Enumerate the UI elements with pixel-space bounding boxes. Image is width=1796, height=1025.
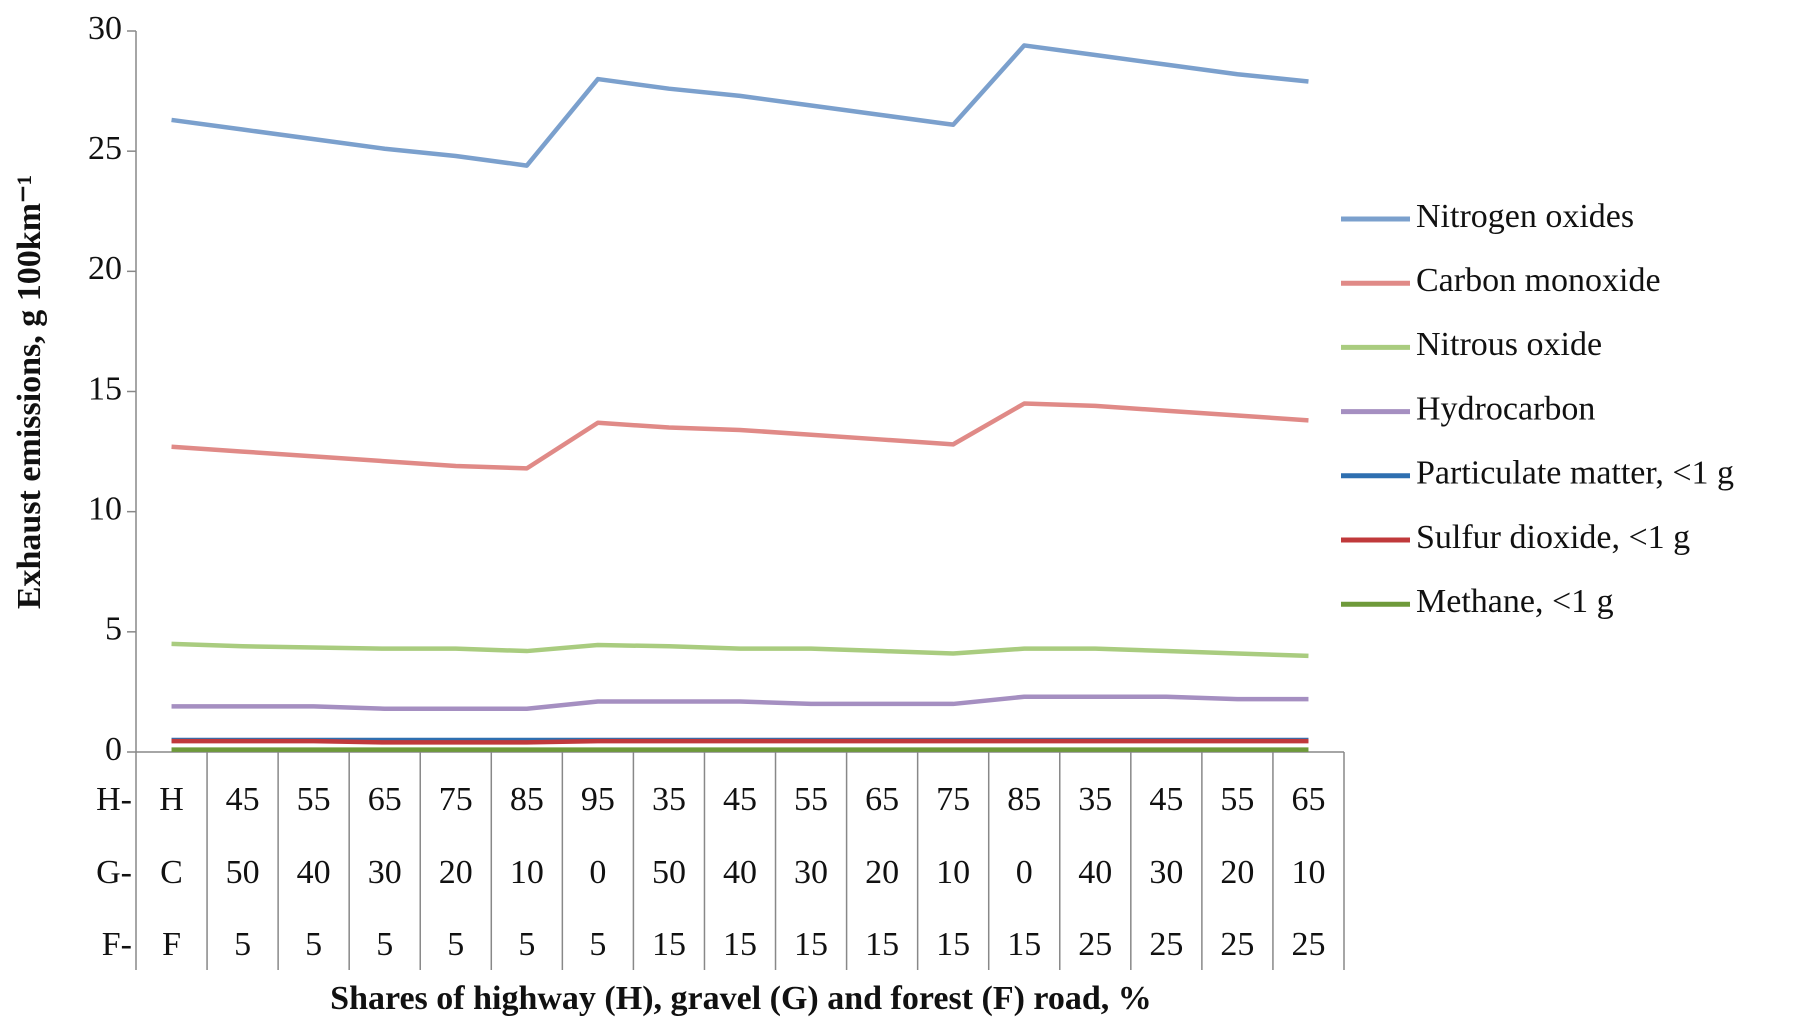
x-tick-label: 35 bbox=[1078, 781, 1112, 818]
x-tick-label: 10 bbox=[1291, 854, 1325, 891]
x-tick-label: C bbox=[160, 854, 183, 891]
x-tick-label: 25 bbox=[1149, 926, 1183, 963]
x-tick-label: 30 bbox=[368, 854, 402, 891]
series-line bbox=[171, 738, 1309, 745]
x-tick-label: 5 bbox=[305, 926, 322, 963]
x-tick-label: 50 bbox=[226, 854, 260, 891]
x-tick-label: 5 bbox=[234, 926, 251, 963]
x-tick-label: 20 bbox=[865, 854, 899, 891]
x-tick-label: 85 bbox=[1007, 781, 1041, 818]
x-tick-label: 25 bbox=[1291, 926, 1325, 963]
y-axis-title: Exhaust emissions, g 100km⁻¹ bbox=[11, 175, 48, 609]
legend-label: Sulfur dioxide, <1 g bbox=[1416, 519, 1690, 556]
x-tick-label: 40 bbox=[723, 854, 757, 891]
y-tick-label: 20 bbox=[88, 250, 122, 287]
x-tick-label: 50 bbox=[652, 854, 686, 891]
x-tick-label: 10 bbox=[936, 854, 970, 891]
x-row-label: G- bbox=[96, 854, 132, 891]
x-tick-label: 55 bbox=[794, 781, 828, 818]
x-tick-label: 40 bbox=[297, 854, 331, 891]
x-tick-label: 40 bbox=[1078, 854, 1112, 891]
y-tick-label: 10 bbox=[88, 490, 122, 527]
x-tick-label: 75 bbox=[439, 781, 473, 818]
x-tick-label: 5 bbox=[447, 926, 464, 963]
x-tick-label: 15 bbox=[865, 926, 899, 963]
x-row-label: F- bbox=[102, 926, 132, 963]
x-tick-label: 15 bbox=[723, 926, 757, 963]
series-line bbox=[171, 401, 1309, 471]
x-tick-label: F bbox=[162, 926, 181, 963]
x-tick-label: 45 bbox=[226, 781, 260, 818]
legend-label: Nitrous oxide bbox=[1416, 326, 1602, 363]
x-tick-label: 15 bbox=[936, 926, 970, 963]
x-tick-label: 55 bbox=[297, 781, 331, 818]
series-line bbox=[171, 43, 1309, 168]
x-tick-label: 15 bbox=[1007, 926, 1041, 963]
x-tick-label: 0 bbox=[1016, 854, 1033, 891]
x-tick-label: H bbox=[159, 781, 184, 818]
legend-label: Carbon monoxide bbox=[1416, 262, 1661, 299]
y-tick-label: 25 bbox=[88, 130, 122, 167]
y-tick-label: 5 bbox=[105, 611, 122, 648]
x-tick-label: 5 bbox=[589, 926, 606, 963]
x-tick-label: 5 bbox=[376, 926, 393, 963]
x-tick-label: 55 bbox=[1220, 781, 1254, 818]
x-tick-label: 25 bbox=[1078, 926, 1112, 963]
x-axis-title: Shares of highway (H), gravel (G) and fo… bbox=[330, 980, 1152, 1017]
series-line bbox=[171, 641, 1309, 659]
x-tick-label: 95 bbox=[581, 781, 615, 818]
y-tick-label: 30 bbox=[88, 10, 122, 47]
x-tick-label: 15 bbox=[794, 926, 828, 963]
x-tick-label: 85 bbox=[510, 781, 544, 818]
x-tick-label: 30 bbox=[1149, 854, 1183, 891]
x-tick-label: 20 bbox=[1220, 854, 1254, 891]
x-tick-label: 10 bbox=[510, 854, 544, 891]
x-tick-label: 5 bbox=[518, 926, 535, 963]
x-tick-label: 65 bbox=[1291, 781, 1325, 818]
y-tick-label: 0 bbox=[105, 731, 122, 768]
x-tick-label: 30 bbox=[794, 854, 828, 891]
y-tick-label: 15 bbox=[88, 370, 122, 407]
x-tick-label: 65 bbox=[368, 781, 402, 818]
x-tick-label: 15 bbox=[652, 926, 686, 963]
x-tick-label: 45 bbox=[1149, 781, 1183, 818]
x-tick-label: 65 bbox=[865, 781, 899, 818]
x-tick-label: 0 bbox=[589, 854, 606, 891]
x-row-label: H- bbox=[96, 781, 132, 818]
x-tick-label: 20 bbox=[439, 854, 473, 891]
x-tick-label: 25 bbox=[1220, 926, 1254, 963]
legend-label: Methane, <1 g bbox=[1416, 583, 1614, 620]
x-tick-label: 75 bbox=[936, 781, 970, 818]
legend-label: Particulate matter, <1 g bbox=[1416, 455, 1734, 492]
x-tick-label: 45 bbox=[723, 781, 757, 818]
x-tick-label: 35 bbox=[652, 781, 686, 818]
legend-label: Nitrogen oxides bbox=[1416, 198, 1634, 235]
series-line bbox=[171, 694, 1309, 711]
legend-label: Hydrocarbon bbox=[1416, 390, 1595, 427]
